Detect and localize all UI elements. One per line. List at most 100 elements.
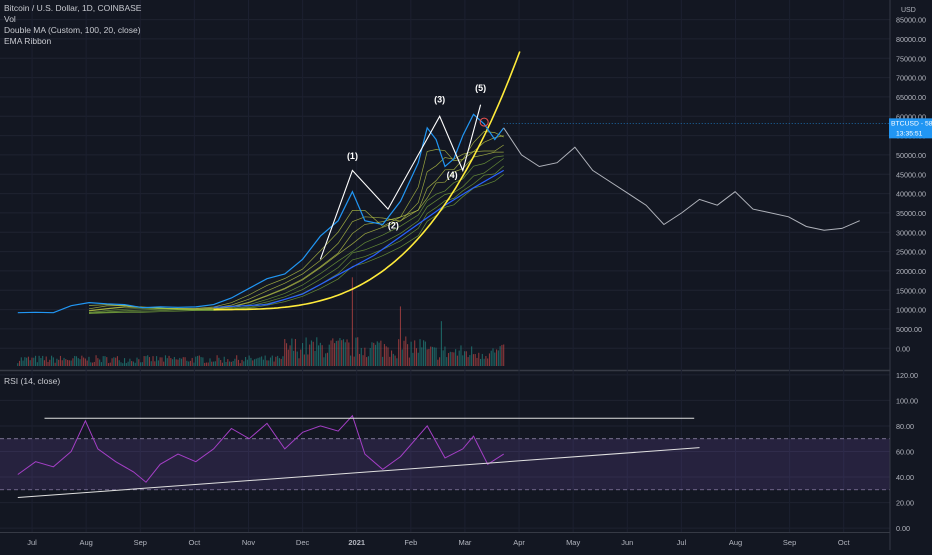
volume-bar xyxy=(134,362,136,366)
volume-bar xyxy=(188,361,190,366)
price-tick-label: 10000.00 xyxy=(896,306,926,315)
volume-bar xyxy=(177,359,179,366)
volume-bar xyxy=(20,357,22,366)
price-axis-bg xyxy=(890,0,932,550)
volume-bar xyxy=(24,357,26,366)
volume-bar xyxy=(22,360,24,366)
wave-label: (1) xyxy=(347,151,358,161)
volume-bar xyxy=(360,347,362,366)
volume-bar xyxy=(284,339,286,366)
volume-bar xyxy=(476,357,478,366)
volume-bar xyxy=(394,355,396,366)
volume-bar xyxy=(138,359,140,366)
rsi-tick-label: 0.00 xyxy=(896,524,910,533)
volume-bar xyxy=(392,353,394,366)
legend-rsi[interactable]: RSI (14, close) xyxy=(4,376,61,386)
volume-bar xyxy=(271,355,273,366)
volume-bar xyxy=(91,362,94,366)
volume-bar xyxy=(462,355,464,366)
volume-bar xyxy=(310,340,312,366)
volume-bar xyxy=(433,347,435,366)
volume-bar xyxy=(193,362,195,366)
ema-ribbon xyxy=(88,131,504,315)
volume-bar xyxy=(424,341,426,366)
time-tick-label: Apr xyxy=(513,538,525,547)
volume-bar xyxy=(503,344,505,366)
volume-bar xyxy=(184,357,186,366)
volume-bar xyxy=(107,363,110,366)
volume-bar xyxy=(449,351,451,366)
price-tick-label: 25000.00 xyxy=(896,248,926,257)
volume-bar xyxy=(332,338,334,366)
volume-bar xyxy=(65,359,67,366)
legend-symbol[interactable]: Bitcoin / U.S. Dollar, 1D, COINBASE xyxy=(4,3,142,13)
volume-bar xyxy=(358,353,361,366)
volume-bar xyxy=(122,363,124,366)
volume-bar xyxy=(93,361,95,366)
volume-bar xyxy=(72,358,74,366)
volume-bar xyxy=(309,344,311,366)
volume-bar xyxy=(362,355,364,366)
price-tick-label: 20000.00 xyxy=(896,267,926,276)
volume-bar xyxy=(113,357,115,366)
volume-bar xyxy=(328,344,330,366)
volume-bar xyxy=(282,356,284,366)
volume-bar xyxy=(168,355,170,366)
volume-bar xyxy=(490,350,492,366)
volume-bar xyxy=(175,359,177,366)
volume-bar xyxy=(45,356,47,366)
volume-bar xyxy=(200,357,202,366)
legend-double-ma[interactable]: Double MA (Custom, 100, 20, close) xyxy=(4,25,141,35)
volume-bar xyxy=(234,358,236,366)
volume-bar xyxy=(148,357,151,366)
volume-bar xyxy=(387,347,389,366)
volume-bar xyxy=(373,342,375,366)
volume-bar xyxy=(391,350,393,366)
volume-bar xyxy=(298,358,300,366)
parabolic-curve xyxy=(213,51,521,311)
volume-bar xyxy=(440,321,442,366)
volume-bar xyxy=(451,352,453,366)
time-tick-label: 2021 xyxy=(348,538,365,547)
volume-bar xyxy=(357,337,359,366)
volume-bar xyxy=(417,352,419,366)
volume-bar xyxy=(250,357,252,366)
volume-bar xyxy=(437,359,439,366)
legend-ema-ribbon[interactable]: EMA Ribbon xyxy=(4,36,52,46)
volume-bar xyxy=(209,358,211,366)
volume-bar xyxy=(216,355,218,366)
volume-bar xyxy=(195,356,197,366)
rsi-tick-label: 20.00 xyxy=(896,499,914,508)
volume-bar xyxy=(481,353,483,366)
time-tick-label: Jul xyxy=(677,538,687,547)
time-tick-label: Feb xyxy=(404,538,417,547)
volume-bar xyxy=(423,340,425,366)
rsi-pane xyxy=(0,414,890,498)
volume-bar xyxy=(474,354,476,366)
volume-bar xyxy=(367,356,369,366)
volume-bar xyxy=(196,355,199,366)
volume-bar xyxy=(376,341,378,366)
volume-bar xyxy=(291,338,293,366)
volume-bar xyxy=(179,357,181,366)
volume-bar xyxy=(97,358,99,366)
volume-bar xyxy=(405,336,407,366)
volume-bar xyxy=(236,355,238,366)
volume-bar xyxy=(465,351,467,366)
volume-bar xyxy=(314,351,316,366)
volume-bar xyxy=(439,357,441,366)
volume-bar xyxy=(161,357,163,366)
volume-bar xyxy=(501,344,503,366)
volume-bar xyxy=(131,361,133,366)
volume-bar xyxy=(111,358,113,366)
price-tick-label: 40000.00 xyxy=(896,190,926,199)
volume-bar xyxy=(143,356,145,366)
volume-bar xyxy=(61,360,63,366)
volume-bar xyxy=(278,358,280,366)
rsi-tick-label: 60.00 xyxy=(896,448,914,457)
volume-bar xyxy=(330,340,332,366)
legend-vol[interactable]: Vol xyxy=(4,14,16,24)
volume-bar xyxy=(26,357,28,366)
